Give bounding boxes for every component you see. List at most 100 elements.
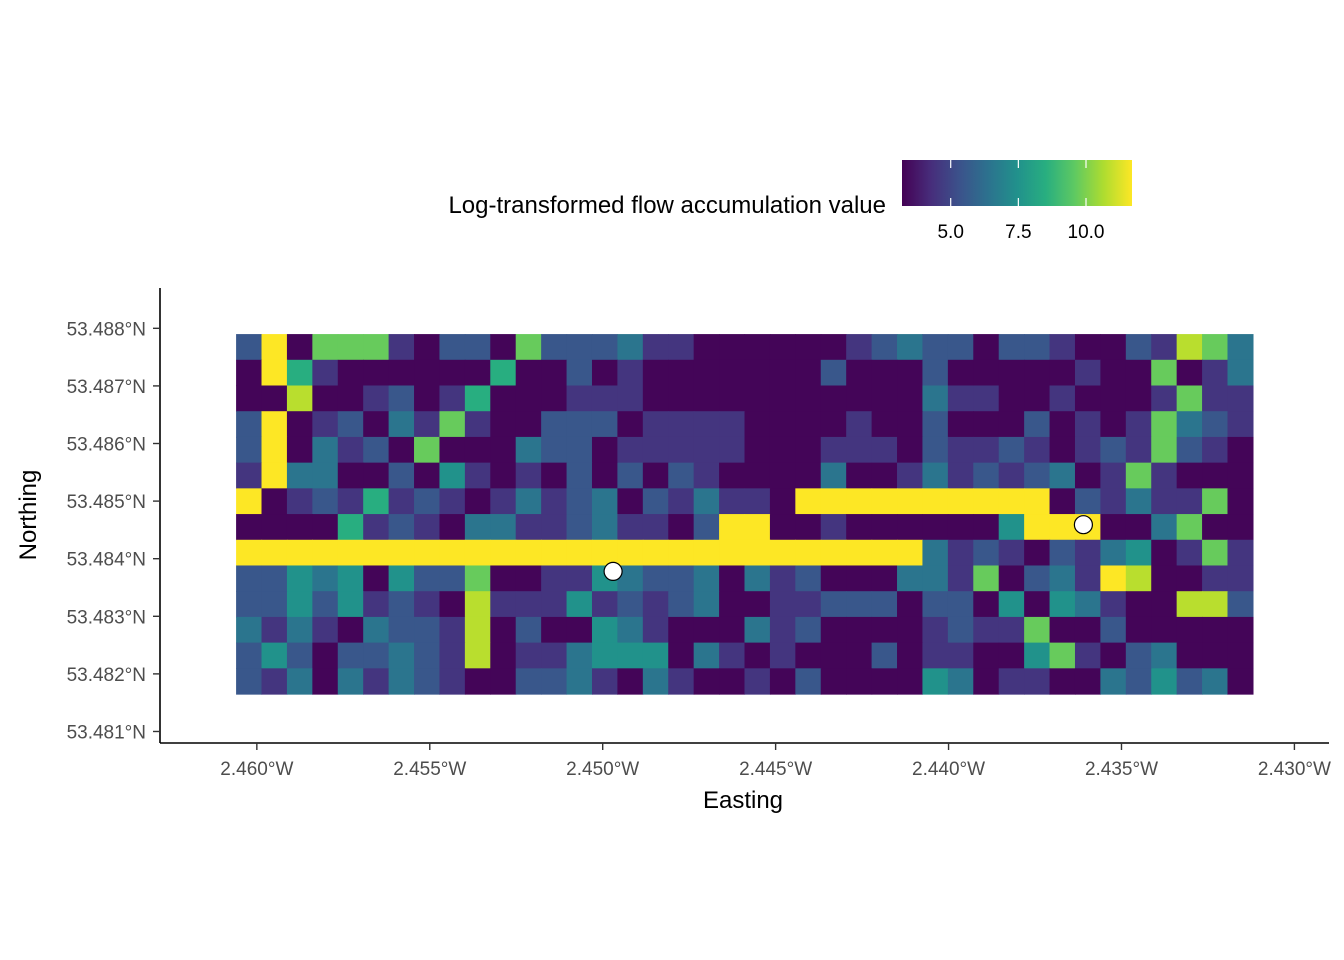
heatmap-cell — [414, 616, 441, 644]
heatmap-cell — [922, 334, 949, 361]
heatmap-cell — [922, 616, 949, 644]
heatmap-cell — [236, 462, 263, 489]
heatmap-cell — [769, 616, 796, 644]
heatmap-cell — [1227, 385, 1254, 412]
heatmap-cell — [744, 359, 771, 387]
heatmap-cell — [820, 436, 847, 464]
heatmap-cell — [541, 565, 568, 592]
heatmap-cell — [769, 411, 796, 438]
heatmap-cell — [1227, 616, 1254, 644]
heatmap-cell — [744, 385, 771, 412]
heatmap-cell — [820, 539, 847, 567]
heatmap-cell — [541, 359, 568, 387]
heatmap-cell — [769, 668, 796, 695]
heatmap-cell — [973, 591, 1000, 618]
heatmap-cell — [337, 668, 364, 695]
heatmap-cell — [1074, 385, 1101, 412]
heatmap-cell — [1176, 359, 1203, 387]
heatmap-cell — [541, 334, 568, 361]
heatmap-cell — [617, 514, 644, 541]
heatmap-cell — [566, 488, 593, 515]
heatmap-cell — [922, 668, 949, 695]
heatmap-cell — [286, 385, 313, 412]
heatmap-cell — [1176, 642, 1203, 669]
heatmap-cell — [642, 385, 669, 412]
heatmap-cell — [1202, 591, 1229, 618]
heatmap-cell — [820, 488, 847, 515]
heatmap-cell — [1202, 334, 1229, 361]
heatmap-cell — [1074, 411, 1101, 438]
heatmap-cell — [363, 565, 390, 592]
heatmap-cell — [1202, 385, 1229, 412]
heatmap-cell — [871, 359, 898, 387]
heatmap-cell — [1024, 462, 1051, 489]
heatmap-cell — [769, 488, 796, 515]
heatmap-cell — [642, 642, 669, 669]
heatmap-cell — [947, 514, 974, 541]
heatmap-cell — [795, 411, 822, 438]
heatmap-cell — [1202, 539, 1229, 567]
heatmap-cell — [261, 539, 288, 567]
heatmap-cell — [693, 591, 720, 618]
heatmap-cell — [769, 359, 796, 387]
x-tick-label: 2.450°W — [566, 759, 639, 780]
heatmap-cell — [1125, 334, 1152, 361]
heatmap-cell — [1125, 616, 1152, 644]
heatmap-cell — [871, 539, 898, 567]
heatmap-cell — [1151, 436, 1178, 464]
heatmap-cell — [1049, 642, 1076, 669]
heatmap-cell — [236, 565, 263, 592]
heatmap-cell — [719, 616, 746, 644]
heatmap-cell — [973, 642, 1000, 669]
heatmap-cell — [515, 411, 542, 438]
heatmap-cell — [312, 488, 339, 515]
heatmap-cell — [973, 462, 1000, 489]
heatmap-cell — [820, 411, 847, 438]
heatmap-cell — [668, 411, 695, 438]
heatmap-cell — [1202, 565, 1229, 592]
heatmap-cell — [846, 591, 873, 618]
heatmap-cell — [1049, 539, 1076, 567]
heatmap-cell — [1049, 359, 1076, 387]
heatmap-cell — [337, 565, 364, 592]
heatmap-cell — [642, 668, 669, 695]
heatmap-cell — [1024, 334, 1051, 361]
heatmap-cell — [668, 514, 695, 541]
heatmap-cell — [1100, 411, 1127, 438]
heatmap-cell — [1125, 385, 1152, 412]
heatmap-cell — [871, 616, 898, 644]
heatmap-cell — [490, 462, 517, 489]
heatmap-cell — [515, 668, 542, 695]
heatmap-cell — [947, 591, 974, 618]
heatmap-cell — [668, 668, 695, 695]
heatmap-cell — [337, 334, 364, 361]
heatmap-cell — [617, 539, 644, 567]
heatmap-cell — [922, 385, 949, 412]
heatmap-cell — [337, 642, 364, 669]
heatmap-cell — [769, 385, 796, 412]
heatmap-cell — [1176, 411, 1203, 438]
heatmap-cell — [769, 642, 796, 669]
heatmap-cell — [668, 539, 695, 567]
x-axis-title: Easting — [703, 787, 783, 814]
heatmap-cell — [744, 668, 771, 695]
x-tick-label: 2.445°W — [739, 759, 812, 780]
heatmap-cell — [363, 616, 390, 644]
heatmap-cell — [897, 436, 924, 464]
heatmap-cell — [1125, 591, 1152, 618]
heatmap-cell — [642, 359, 669, 387]
heatmap-cell — [998, 462, 1025, 489]
heatmap-cell — [1074, 565, 1101, 592]
heatmap-cell — [439, 642, 466, 669]
heatmap-cell — [973, 514, 1000, 541]
heatmap-cell — [795, 565, 822, 592]
heatmap-cell — [388, 565, 415, 592]
heatmap-cell — [1125, 488, 1152, 515]
heatmap-cell — [363, 488, 390, 515]
heatmap-cell — [1227, 359, 1254, 387]
heatmap-cell — [871, 565, 898, 592]
heatmap-cell — [820, 565, 847, 592]
heatmap-cell — [820, 591, 847, 618]
heatmap-cell — [464, 436, 491, 464]
